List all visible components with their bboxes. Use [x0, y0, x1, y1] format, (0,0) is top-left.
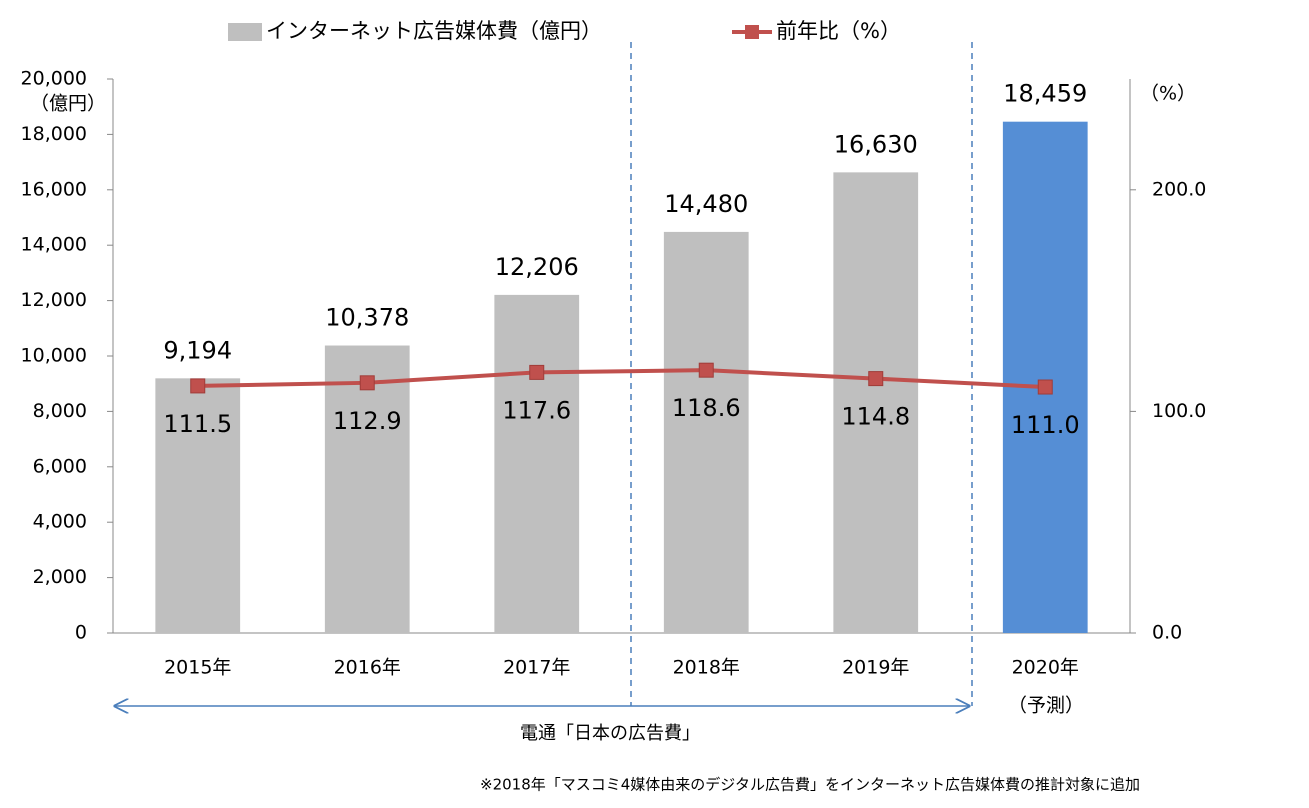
y2-unit: （%） — [1140, 83, 1196, 105]
bar-value-label: 10,378 — [325, 304, 409, 332]
line — [197, 368, 1046, 390]
y2-tick-label: 0.0 — [1152, 622, 1182, 644]
bar — [324, 345, 410, 633]
y-tick-label: 20,000 — [21, 68, 87, 90]
y-tick-label: 8,000 — [33, 400, 87, 422]
y2-tick-label: 100.0 — [1152, 400, 1206, 422]
x-tick-label: 2020年 — [1012, 657, 1079, 679]
line-marker — [529, 364, 545, 380]
line-value-label: 112.9 — [333, 407, 402, 435]
line-value-label: 111.5 — [163, 410, 232, 438]
bar — [663, 231, 749, 634]
bar-value-label: 18,459 — [1003, 80, 1087, 108]
x-tick-label: 2017年 — [503, 657, 570, 679]
y-tick-label: 0 — [75, 622, 87, 644]
legend-swatch — [228, 23, 262, 41]
y-tick-label: 10,000 — [21, 345, 87, 367]
line-marker — [698, 362, 714, 378]
bar — [1002, 121, 1088, 633]
y-tick-label: 6,000 — [33, 455, 87, 477]
bar-value-label: 14,480 — [664, 190, 748, 218]
y-tick-label: 12,000 — [21, 289, 87, 311]
y-tick-label: 14,000 — [21, 234, 87, 256]
bar — [494, 294, 580, 633]
bar — [833, 172, 919, 633]
line-marker — [1037, 379, 1053, 395]
forecast-note: （予測） — [1008, 695, 1084, 717]
bar — [155, 378, 241, 633]
line-value-label: 114.8 — [841, 403, 910, 431]
bar-value-label: 9,194 — [163, 336, 232, 364]
y-tick-label: 2,000 — [33, 566, 87, 588]
bar-value-label: 12,206 — [495, 253, 579, 281]
x-tick-label: 2018年 — [673, 657, 740, 679]
y2-tick-label: 200.0 — [1152, 178, 1206, 200]
y-tick-label: 16,000 — [21, 178, 87, 200]
line-value-label: 118.6 — [672, 394, 741, 422]
y-tick-label: 4,000 — [33, 511, 87, 533]
x-tick-label: 2016年 — [334, 657, 401, 679]
line-value-label: 117.6 — [502, 396, 571, 424]
line-marker — [359, 375, 375, 391]
line-value-label: 111.0 — [1011, 411, 1080, 439]
line-marker — [190, 378, 206, 394]
line-marker — [868, 371, 884, 387]
footnote: ※2018年「マスコミ4媒体由来のデジタル広告費」をインターネット広告媒体費の推… — [480, 776, 1140, 794]
legend-label: インターネット広告媒体費（億円） — [266, 19, 602, 43]
source-label: 電通「日本の広告費」 — [520, 723, 700, 744]
legend-swatch — [745, 25, 759, 39]
bar-value-label: 16,630 — [834, 130, 918, 158]
y-tick-label: 18,000 — [21, 123, 87, 145]
legend-label: 前年比（%） — [776, 19, 901, 43]
x-tick-label: 2019年 — [842, 657, 909, 679]
x-tick-label: 2015年 — [164, 657, 231, 679]
y-unit: （億円） — [30, 93, 106, 115]
